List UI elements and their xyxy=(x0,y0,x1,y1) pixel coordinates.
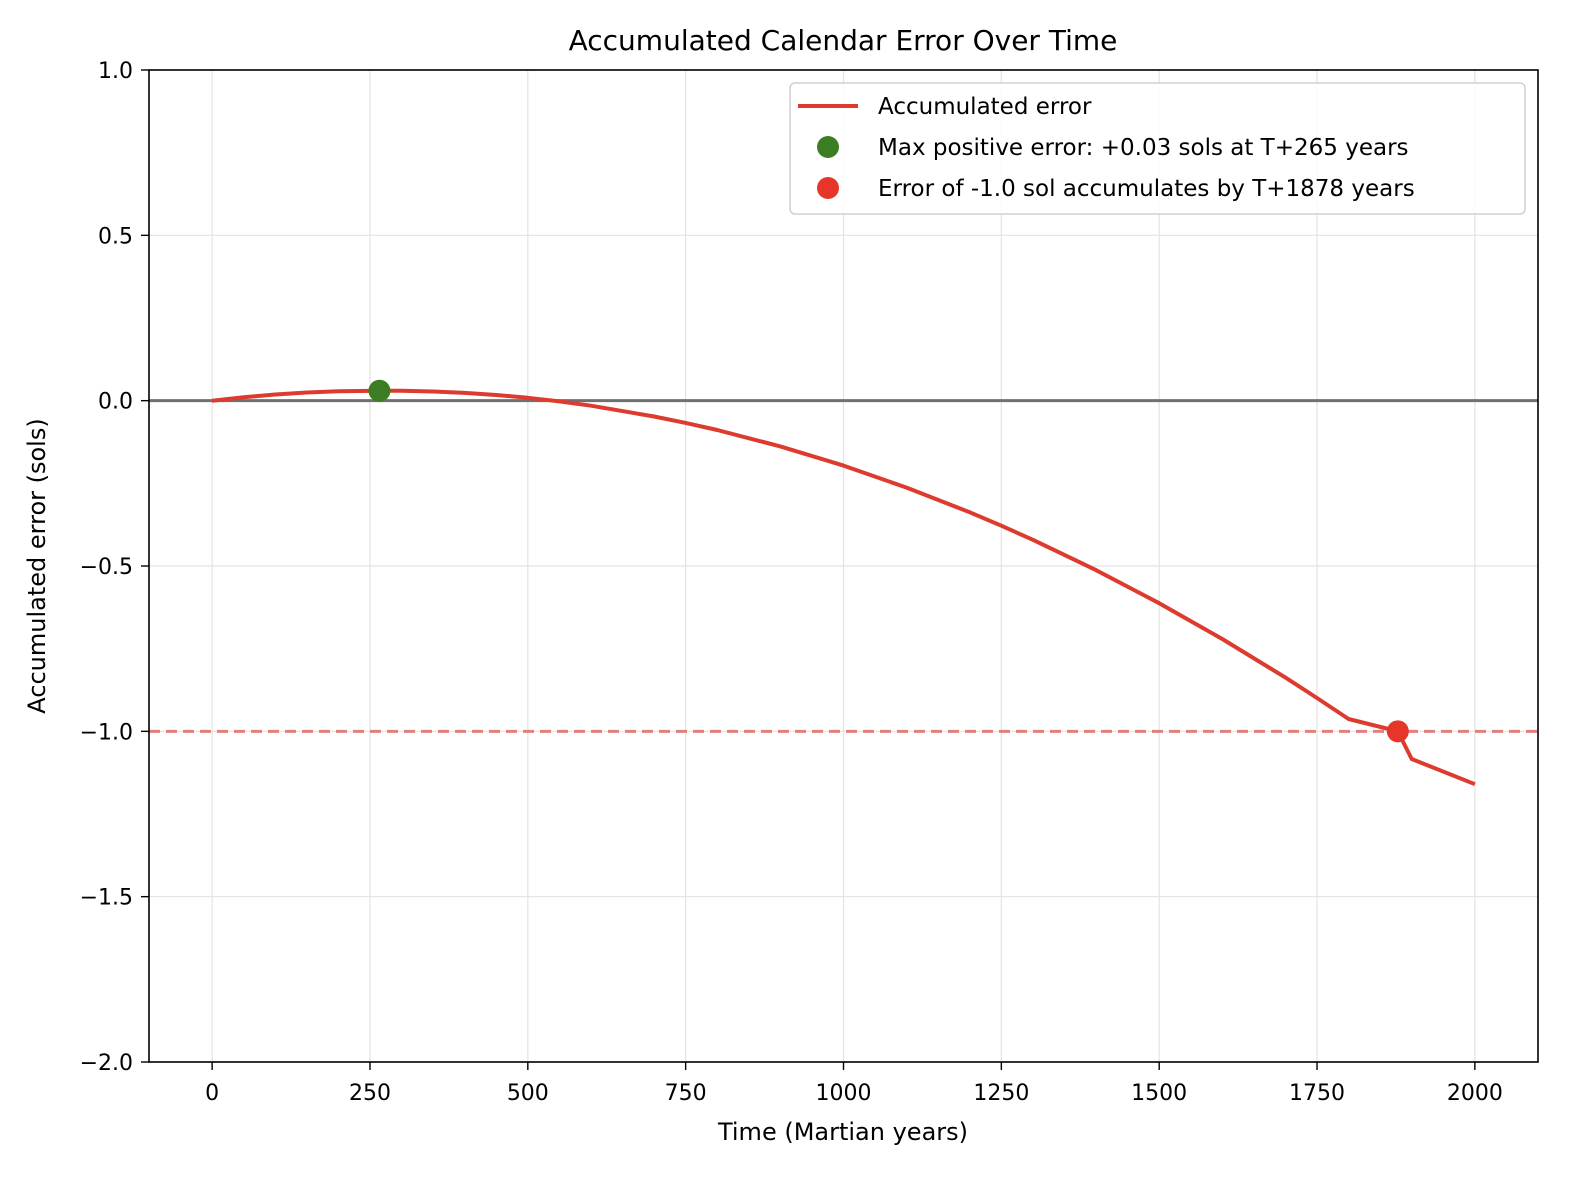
x-axis-label: Time (Martian years) xyxy=(717,1118,968,1146)
y-axis-label: Accumulated error (sols) xyxy=(23,418,51,713)
x-tick-label: 1500 xyxy=(1131,1081,1187,1106)
y-tick-label: −0.5 xyxy=(80,555,133,580)
legend-box xyxy=(789,82,1526,215)
y-tick-label: 0.5 xyxy=(98,224,133,249)
x-tick-label: 1750 xyxy=(1289,1081,1345,1106)
markers xyxy=(368,379,1409,743)
x-tick-label: 750 xyxy=(665,1081,707,1106)
y-tick-label: −1.0 xyxy=(80,720,133,745)
chart-title: Accumulated Calendar Error Over Time xyxy=(569,24,1118,57)
x-tick-label: 500 xyxy=(507,1081,549,1106)
x-tick-label: 1000 xyxy=(816,1081,872,1106)
legend-dot-swatch xyxy=(817,177,839,199)
ticks: 0 250 500 750 1000 1250 1500 1750 2000 1.0 0.5 0.0 −… xyxy=(80,59,1503,1106)
legend-label: Accumulated error xyxy=(878,94,1092,120)
x-tick-label: 2000 xyxy=(1447,1081,1503,1106)
x-tick-label: 250 xyxy=(349,1081,391,1106)
x-tick-label: 0 xyxy=(205,1081,219,1106)
y-tick-label: −1.5 xyxy=(80,886,133,911)
y-tick-label: 1.0 xyxy=(98,59,133,84)
max-error-marker xyxy=(368,379,391,402)
legend-label: Max positive error: +0.03 sols at T+265 … xyxy=(878,135,1409,161)
legend-label: Error of -1.0 sol accumulates by T+1878 … xyxy=(878,176,1415,202)
threshold-marker xyxy=(1386,720,1409,743)
y-tick-label: 0.0 xyxy=(98,390,133,415)
legend-dot-swatch xyxy=(817,136,839,158)
y-tick-label: −2.0 xyxy=(80,1051,133,1076)
grid xyxy=(149,69,1538,1063)
x-tick-label: 1250 xyxy=(973,1081,1029,1106)
legend: Accumulated error Max positive error: +0.… xyxy=(789,82,1526,215)
